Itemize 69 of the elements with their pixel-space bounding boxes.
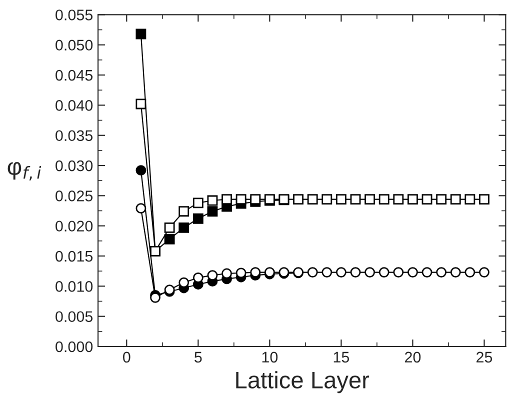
point bbox=[192, 213, 204, 224]
y-tick-label: 0.000 bbox=[56, 341, 93, 352]
point bbox=[150, 292, 160, 303]
point bbox=[293, 194, 304, 205]
point bbox=[307, 267, 318, 278]
point bbox=[207, 270, 218, 281]
y-tick-label: 0.045 bbox=[56, 70, 93, 81]
x-tick-label: 20 bbox=[404, 352, 421, 363]
y-tick-label: 0.030 bbox=[56, 160, 93, 172]
point bbox=[192, 198, 204, 208]
point bbox=[479, 194, 490, 205]
x-axis-title: Lattice Layer bbox=[236, 371, 370, 394]
point bbox=[164, 234, 175, 244]
point bbox=[378, 267, 390, 278]
point bbox=[322, 267, 332, 278]
point bbox=[350, 194, 361, 205]
point bbox=[408, 267, 418, 278]
point bbox=[393, 267, 404, 278]
x-tick-label: 25 bbox=[476, 352, 492, 363]
y-tick-label: 0.035 bbox=[56, 130, 93, 142]
point bbox=[136, 165, 146, 176]
point bbox=[136, 28, 146, 40]
point bbox=[464, 267, 476, 278]
point bbox=[364, 267, 376, 278]
point bbox=[436, 194, 447, 205]
point bbox=[450, 194, 461, 205]
point bbox=[164, 222, 175, 233]
point bbox=[378, 194, 390, 205]
point bbox=[364, 194, 376, 205]
point bbox=[192, 272, 204, 283]
x-tick-label: 15 bbox=[334, 352, 350, 363]
y-tick-label: 0.020 bbox=[56, 220, 93, 232]
point bbox=[136, 98, 146, 110]
point bbox=[250, 194, 261, 205]
point bbox=[222, 268, 232, 279]
point bbox=[178, 206, 190, 217]
point bbox=[207, 206, 218, 217]
point bbox=[236, 194, 246, 205]
point bbox=[236, 268, 246, 278]
point bbox=[250, 267, 261, 278]
point bbox=[307, 194, 318, 205]
point bbox=[178, 277, 190, 288]
x-tick-label: 10 bbox=[262, 352, 278, 363]
point bbox=[450, 267, 461, 278]
point bbox=[393, 194, 404, 205]
y-tick-label: 0.010 bbox=[56, 281, 93, 292]
point bbox=[436, 267, 447, 278]
y-tick-label: 0.015 bbox=[56, 250, 93, 262]
point bbox=[136, 203, 146, 214]
point bbox=[222, 194, 232, 205]
y-tick-label: 0.025 bbox=[56, 190, 93, 202]
y-tick-label: 0.055 bbox=[56, 10, 93, 20]
point bbox=[322, 194, 332, 205]
point bbox=[422, 194, 432, 205]
point bbox=[479, 267, 490, 278]
x-tick-label: 0 bbox=[122, 352, 130, 363]
y-axis-title: φ$_{f,i}$ bbox=[8, 162, 42, 180]
point bbox=[350, 267, 361, 278]
point bbox=[178, 222, 190, 233]
point bbox=[422, 267, 432, 278]
point bbox=[336, 194, 346, 205]
x-tick-label: 5 bbox=[194, 352, 202, 363]
point bbox=[336, 267, 346, 278]
point bbox=[207, 195, 218, 206]
y-tick-label: 0.005 bbox=[56, 311, 93, 322]
y-tick-label: 0.040 bbox=[56, 100, 93, 111]
y-tick-label: 0.050 bbox=[56, 40, 93, 51]
point bbox=[464, 194, 476, 205]
point bbox=[408, 194, 418, 205]
